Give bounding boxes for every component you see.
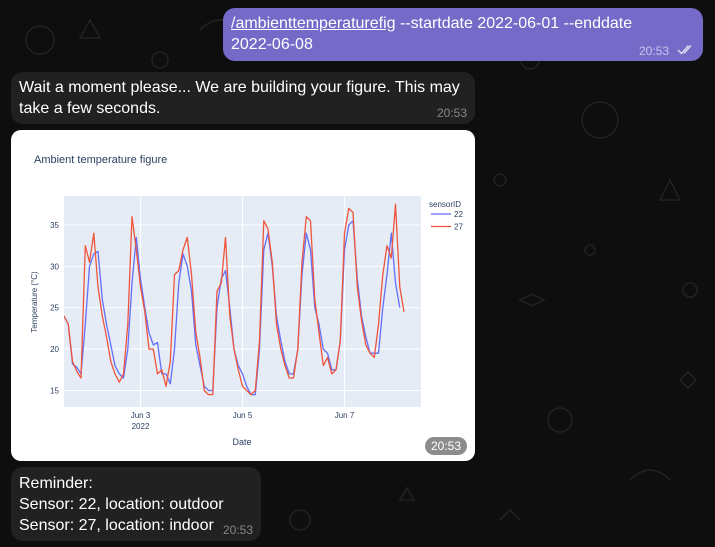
figure-time: 20:53 [424,437,467,455]
command-link[interactable]: /ambienttemperaturefig [231,15,396,32]
x-tick-label: Jun 3 [131,411,151,420]
reminder-message-bubble[interactable]: Reminder: Sensor: 22, location: outdoor … [11,467,261,541]
series-line-27 [64,203,405,396]
command-message-bubble[interactable]: /ambienttemperaturefig --startdate 2022-… [223,8,703,61]
reminder-time: 20:53 [222,523,253,537]
legend-label-22: 22 [454,210,463,219]
x-tick-label: Jun 7 [335,411,355,420]
y-tick-label: 30 [50,262,59,271]
wait-time: 20:53 [436,106,467,120]
command-time: 20:53 [638,44,669,58]
figure-message[interactable]: Ambient temperature figure 15 20 25 30 35 Ju… [11,130,475,461]
x-tick-sublabel: 2022 [132,422,150,431]
reminder-line-1: Reminder: [19,475,93,492]
command-args-1: --startdate 2022-06-01 --enddate [395,15,633,32]
temperature-chart: Ambient temperature figure 15 20 25 30 35 Ju… [30,154,463,447]
chart-title: Ambient temperature figure [34,154,167,166]
chart-legend: sensorID 22 27 [429,200,463,232]
x-tick-label: Jun 5 [233,411,253,420]
reminder-line-3: Sensor: 27, location: indoor [19,517,214,534]
y-axis-label: Temperature (°C) [30,271,39,333]
legend-title: sensorID [429,200,461,209]
x-axis-label: Date [232,437,251,447]
wait-message-bubble[interactable]: Wait a moment please... We are building … [11,72,475,124]
y-tick-label: 25 [50,304,59,313]
command-line-1: /ambienttemperaturefig --startdate 2022-… [231,13,703,34]
wait-line-1: Wait a moment please... We are building … [19,79,460,96]
y-tick-label: 20 [50,345,59,354]
command-args-2: 2022-06-08 [231,36,313,53]
legend-label-27: 27 [454,223,463,232]
y-tick-label: 35 [50,221,59,230]
double-check-icon [677,45,692,55]
y-tick-label: 15 [50,386,59,395]
reminder-line-2: Sensor: 22, location: outdoor [19,496,224,513]
wait-line-2: take a few seconds. [19,100,161,117]
